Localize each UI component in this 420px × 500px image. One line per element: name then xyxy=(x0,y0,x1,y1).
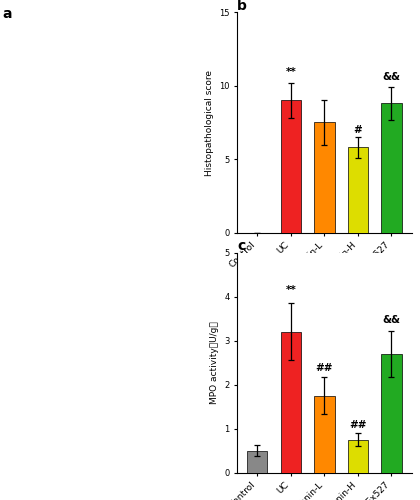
Bar xyxy=(281,100,301,232)
Text: ##: ## xyxy=(349,420,367,430)
Bar xyxy=(315,396,334,472)
Bar xyxy=(348,440,368,472)
Y-axis label: MPO activity（U/g）: MPO activity（U/g） xyxy=(210,321,219,404)
Bar xyxy=(281,332,301,472)
Text: &&: && xyxy=(383,314,401,324)
Text: #: # xyxy=(354,125,362,135)
Bar xyxy=(247,450,268,472)
Text: &&: && xyxy=(383,72,401,82)
Y-axis label: Histopathological score: Histopathological score xyxy=(205,70,214,176)
Bar xyxy=(381,354,402,472)
Text: c: c xyxy=(237,238,246,252)
Text: **: ** xyxy=(286,285,296,295)
Bar xyxy=(315,122,334,232)
Text: a: a xyxy=(2,8,12,22)
Bar xyxy=(381,104,402,232)
Text: b: b xyxy=(237,0,247,12)
Text: **: ** xyxy=(286,67,296,77)
Bar xyxy=(348,148,368,232)
Text: ##: ## xyxy=(316,362,333,372)
